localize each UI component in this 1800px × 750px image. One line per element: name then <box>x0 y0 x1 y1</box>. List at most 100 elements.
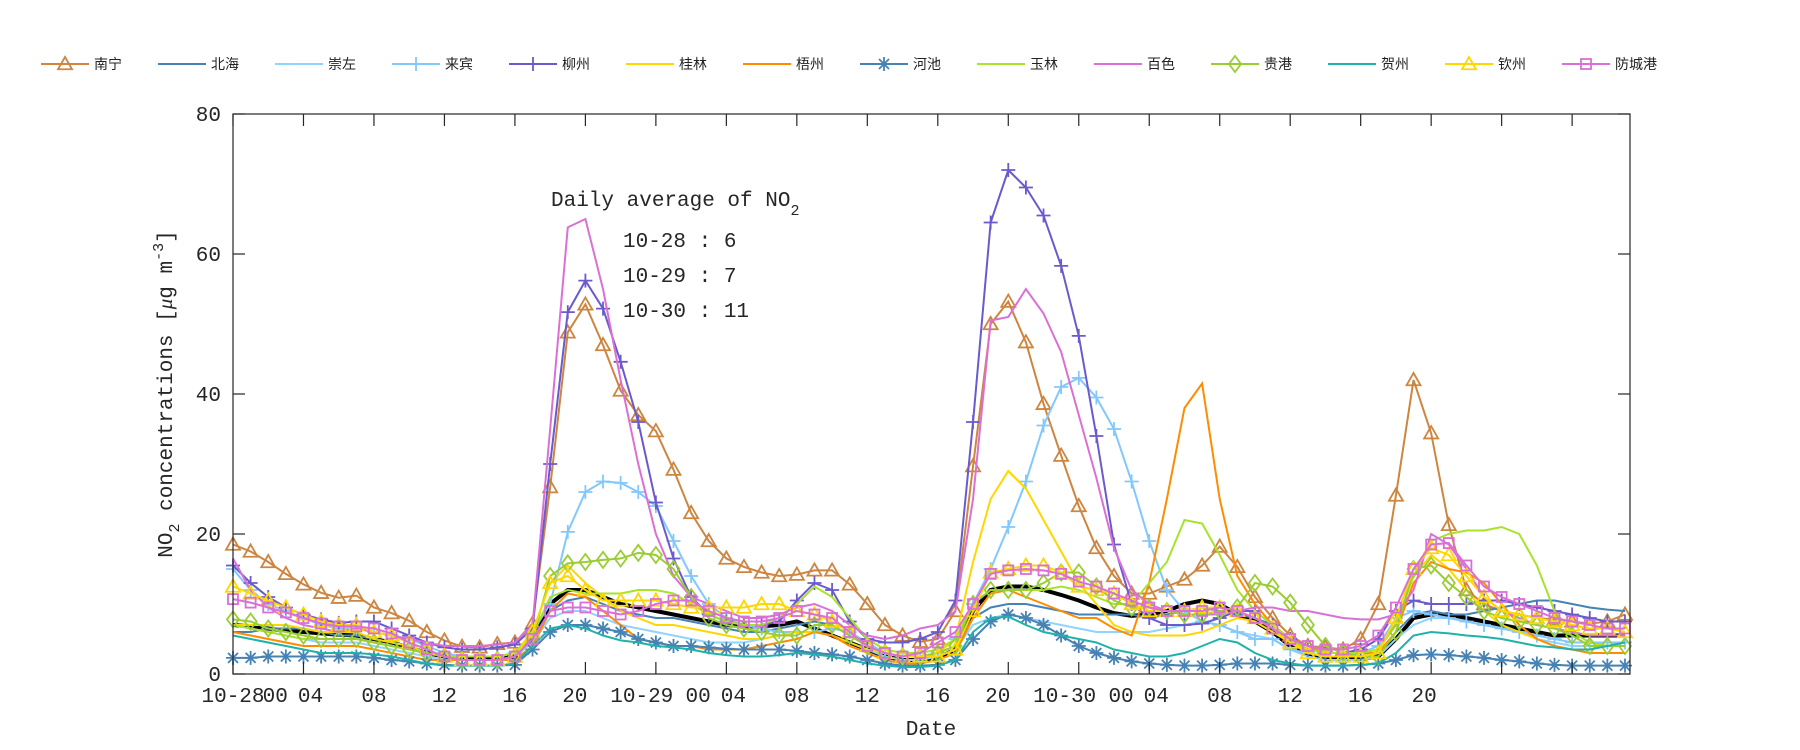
data-point-triangle <box>1387 609 1405 625</box>
x-tick-label: 04 <box>1144 686 1169 709</box>
legend-label: 北海 <box>211 57 239 73</box>
data-point-asterisk <box>1494 653 1509 667</box>
data-point-plus <box>613 475 628 490</box>
y-tick-label: 60 <box>196 245 221 268</box>
data-point-square <box>1390 601 1402 614</box>
legend-marker <box>409 57 423 71</box>
data-point-asterisk <box>402 654 417 669</box>
data-point-asterisk <box>648 635 663 650</box>
data-point-plus <box>1089 390 1104 405</box>
data-point-plus <box>1177 618 1192 632</box>
legend-item: 百色 <box>1093 54 1210 74</box>
x-tick-label: 20 <box>1412 686 1437 709</box>
data-point-square <box>984 568 997 580</box>
data-point-asterisk <box>314 649 329 664</box>
data-point-square <box>1583 619 1596 631</box>
legend-swatch-triangle-icon <box>41 55 89 71</box>
data-point-triangle <box>1193 556 1211 572</box>
data-point-asterisk <box>366 650 381 665</box>
data-point-triangle <box>664 460 683 476</box>
data-point-diamond <box>631 543 646 563</box>
data-point-triangle <box>365 623 383 639</box>
x-tick-label: 08 <box>784 686 809 709</box>
data-point-square <box>473 654 486 666</box>
data-point-diamond <box>1054 563 1069 582</box>
data-point-plus <box>1036 208 1051 223</box>
data-point-plus <box>648 495 663 510</box>
series-14 <box>227 537 1631 666</box>
series-line <box>232 380 1625 665</box>
data-point-triangle <box>1052 563 1070 579</box>
x-tick-label: 12 <box>855 686 880 709</box>
x-tick-label: 12 <box>432 686 457 709</box>
data-point-square <box>526 633 539 645</box>
data-point-asterisk <box>1159 657 1174 672</box>
data-point-asterisk <box>1406 648 1421 663</box>
data-point-plus <box>1142 534 1157 548</box>
data-point-square <box>1020 563 1032 575</box>
data-point-diamond <box>1424 556 1439 575</box>
data-point-diamond <box>1247 573 1263 593</box>
data-point-triangle <box>753 595 771 611</box>
data-point-square <box>1425 538 1438 551</box>
data-point-square <box>368 622 380 635</box>
data-point-triangle <box>1334 647 1352 663</box>
x-tick-label: 16 <box>925 686 950 709</box>
data-point-triangle <box>541 574 559 590</box>
data-point-triangle <box>330 616 348 632</box>
data-point-diamond <box>472 650 487 670</box>
data-point-triangle <box>383 604 401 620</box>
data-point-triangle <box>999 292 1017 308</box>
data-point-asterisk <box>613 625 628 639</box>
series-line <box>232 551 1625 661</box>
data-point-asterisk <box>384 653 399 667</box>
data-point-square <box>685 594 698 607</box>
data-point-square <box>879 647 891 659</box>
data-point-asterisk <box>1617 658 1632 673</box>
data-point-diamond <box>384 636 399 656</box>
series-5 <box>226 163 1632 660</box>
y-tick-label: 80 <box>196 105 221 128</box>
data-point-square <box>826 612 838 624</box>
data-point-triangle <box>1440 546 1458 562</box>
data-point-square <box>579 601 592 614</box>
data-point-plus <box>578 273 593 288</box>
x-tick-label: 08 <box>1207 686 1232 709</box>
legend-item: 北海 <box>157 54 274 74</box>
data-point-asterisk <box>261 649 276 664</box>
data-point-plus <box>1071 328 1086 343</box>
data-point-triangle <box>612 591 630 607</box>
data-point-square <box>1213 601 1226 614</box>
data-point-triangle <box>1422 539 1440 555</box>
data-point-square <box>332 620 345 633</box>
data-point-plus <box>1054 258 1069 273</box>
data-point-diamond <box>261 619 276 638</box>
data-point-square <box>262 601 275 614</box>
data-point-asterisk <box>1529 656 1544 671</box>
legend-label: 防城港 <box>1615 57 1657 73</box>
data-point-diamond <box>666 559 681 579</box>
series-layer <box>224 163 1634 673</box>
data-point-square <box>967 598 979 610</box>
data-point-plus <box>613 354 628 369</box>
data-point-triangle <box>1211 537 1229 553</box>
data-point-triangle <box>294 575 313 591</box>
data-point-square <box>720 612 733 624</box>
data-point-square <box>544 605 557 617</box>
data-point-triangle <box>242 584 260 600</box>
legend-swatch-none-icon <box>977 63 1025 65</box>
data-point-triangle <box>1387 486 1405 502</box>
legend-swatch-none-icon <box>1094 63 1142 65</box>
annotation-line: 10-30 : 11 <box>623 301 749 324</box>
data-point-diamond <box>366 633 382 652</box>
data-point-triangle <box>1475 588 1493 604</box>
data-point-triangle <box>1510 605 1528 621</box>
data-point-triangle <box>1369 644 1387 660</box>
data-point-square <box>438 650 451 663</box>
data-point-square <box>808 608 821 621</box>
data-point-plus <box>966 415 981 429</box>
data-point-asterisk <box>596 621 611 636</box>
data-point-square <box>420 643 433 656</box>
series-8 <box>226 607 1632 673</box>
annotation-line: 10-29 : 7 <box>623 266 736 289</box>
